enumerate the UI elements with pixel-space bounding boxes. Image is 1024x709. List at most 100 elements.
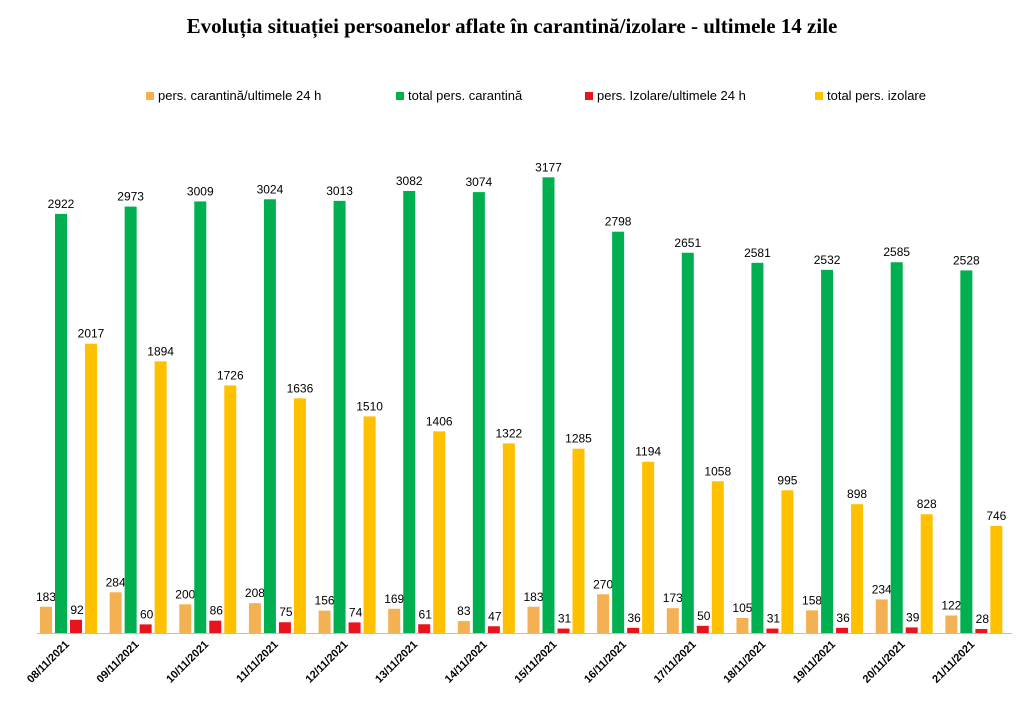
legend-item-total-izolare: total pers. izolare xyxy=(815,88,926,103)
chart-title: Evoluția situației persoanelor aflate în… xyxy=(186,14,838,38)
bar-s1-12 xyxy=(890,262,903,633)
bar-s0-4 xyxy=(318,610,331,633)
bar-s1-11 xyxy=(821,269,834,633)
bar-s3-10 xyxy=(781,490,794,633)
legend-swatch-total-carantina xyxy=(396,91,404,100)
data-label-s2-11: 36 xyxy=(836,611,850,625)
data-label-s1-13: 2528 xyxy=(953,253,980,267)
data-label-s0-6: 83 xyxy=(457,604,471,618)
data-label-s2-5: 61 xyxy=(419,607,433,621)
data-label-s3-2: 1726 xyxy=(217,368,244,382)
bar-s0-7 xyxy=(527,606,540,633)
bar-s1-8 xyxy=(612,231,625,633)
data-label-s2-0: 92 xyxy=(70,603,84,617)
x-tick-label: 13/11/2021 xyxy=(373,639,420,686)
legend-item-carantina-24h: pers. carantină/ultimele 24 h xyxy=(146,88,321,103)
bar-s1-7 xyxy=(542,177,555,633)
bar-s0-13 xyxy=(945,615,958,633)
data-label-s1-7: 3177 xyxy=(535,160,562,174)
bar-s3-7 xyxy=(572,448,585,633)
bar-s2-9 xyxy=(696,625,709,633)
x-tick-label: 11/11/2021 xyxy=(234,639,281,686)
legend-swatch-izolare-24h xyxy=(585,91,593,100)
legend-label-total-izolare: total pers. izolare xyxy=(827,88,926,103)
x-tick-label: 15/11/2021 xyxy=(512,639,559,686)
bar-s0-12 xyxy=(875,599,888,633)
bar-s0-1 xyxy=(109,592,122,633)
bar-s0-10 xyxy=(736,617,749,633)
bar-s0-11 xyxy=(806,610,819,633)
data-label-s3-10: 995 xyxy=(777,473,797,487)
data-label-s1-12: 2585 xyxy=(883,245,910,259)
data-label-s2-4: 74 xyxy=(349,605,363,619)
bar-s0-2 xyxy=(179,604,192,633)
data-label-s1-8: 2798 xyxy=(605,215,632,229)
bar-s2-8 xyxy=(627,627,640,633)
legend-label-carantina-24h: pers. carantină/ultimele 24 h xyxy=(158,88,322,103)
x-tick-label: 12/11/2021 xyxy=(304,639,351,686)
data-label-s2-13: 28 xyxy=(976,612,990,626)
data-label-s0-5: 169 xyxy=(384,592,404,606)
x-tick-label: 19/11/2021 xyxy=(791,639,838,686)
data-label-s3-3: 1636 xyxy=(287,381,314,395)
bar-s1-13 xyxy=(960,270,973,633)
x-tick-label: 16/11/2021 xyxy=(582,639,629,686)
x-tick-label: 21/11/2021 xyxy=(930,639,977,686)
bar-s0-8 xyxy=(597,594,610,633)
bar-s3-12 xyxy=(920,514,933,633)
bar-s2-13 xyxy=(975,628,988,633)
x-tick-label: 18/11/2021 xyxy=(721,639,768,686)
bar-s0-3 xyxy=(248,603,261,633)
data-label-s0-4: 156 xyxy=(315,594,335,608)
bar-s1-1 xyxy=(124,206,137,633)
x-tick-label: 20/11/2021 xyxy=(861,639,908,686)
bar-s1-6 xyxy=(472,192,485,633)
data-label-s2-10: 31 xyxy=(767,612,781,626)
data-label-s1-9: 2651 xyxy=(674,236,701,250)
bar-s3-3 xyxy=(293,398,306,633)
data-label-s2-9: 50 xyxy=(697,609,711,623)
bar-s3-1 xyxy=(154,361,167,633)
data-label-s3-13: 746 xyxy=(986,509,1006,523)
data-label-s0-0: 183 xyxy=(36,590,56,604)
x-tick-label: 09/11/2021 xyxy=(95,639,142,686)
data-label-s2-8: 36 xyxy=(627,611,641,625)
bar-s2-5 xyxy=(418,624,431,633)
data-label-s1-3: 3024 xyxy=(257,182,284,196)
data-label-s3-0: 2017 xyxy=(78,327,105,341)
bar-s3-0 xyxy=(85,343,97,633)
data-label-s3-9: 1058 xyxy=(704,464,731,478)
data-label-s0-13: 122 xyxy=(941,599,961,613)
bar-s3-4 xyxy=(363,416,376,633)
bar-s2-11 xyxy=(836,627,849,633)
data-label-s1-2: 3009 xyxy=(187,184,214,198)
bar-s1-2 xyxy=(194,201,207,633)
bar-s3-6 xyxy=(502,443,515,633)
data-label-s0-12: 234 xyxy=(872,582,892,596)
bar-s3-2 xyxy=(224,385,237,633)
data-label-s2-12: 39 xyxy=(906,610,920,624)
data-label-s3-12: 828 xyxy=(917,497,937,511)
bar-s2-10 xyxy=(766,628,779,633)
data-label-s0-11: 158 xyxy=(802,593,822,607)
data-label-s3-7: 1285 xyxy=(565,432,592,446)
bar-s2-4 xyxy=(348,622,361,633)
data-label-s1-10: 2581 xyxy=(744,246,771,260)
bar-s0-6 xyxy=(457,621,470,633)
data-label-s1-5: 3082 xyxy=(396,174,423,188)
bar-s3-8 xyxy=(642,461,655,633)
data-label-s2-7: 31 xyxy=(558,612,572,626)
bar-s3-9 xyxy=(711,481,724,633)
data-label-s0-9: 173 xyxy=(663,591,683,605)
bar-s1-5 xyxy=(403,190,416,634)
bar-s3-13 xyxy=(990,526,1003,633)
data-label-s3-11: 898 xyxy=(847,487,867,501)
bar-s1-0 xyxy=(55,213,67,633)
bar-s2-3 xyxy=(278,622,291,633)
legend-label-izolare-24h: pers. Izolare/ultimele 24 h xyxy=(597,88,746,103)
data-label-s1-11: 2532 xyxy=(814,253,841,267)
bar-s3-5 xyxy=(433,431,446,633)
bar-s2-12 xyxy=(905,627,918,633)
data-label-s0-1: 284 xyxy=(106,575,126,589)
